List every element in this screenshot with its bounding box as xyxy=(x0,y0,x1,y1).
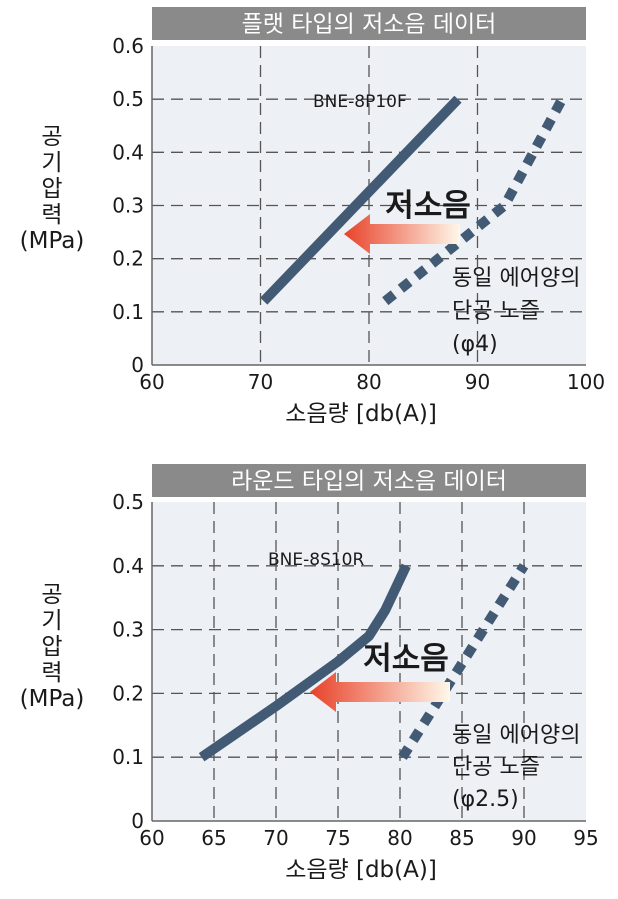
low-noise-arrow xyxy=(344,214,460,254)
y-tick-label: 0 xyxy=(131,353,144,377)
reference-nozzle-line xyxy=(398,563,529,760)
x-tick-label: 60 xyxy=(139,370,164,394)
y-tick-label: 0.6 xyxy=(112,34,144,58)
y-tick-label: 0.3 xyxy=(112,194,144,218)
x-tick-label: 85 xyxy=(449,826,474,850)
y-tick-label: 0.2 xyxy=(112,247,144,271)
x-tick-label: 90 xyxy=(465,370,490,394)
reference-nozzle-note: (φ2.5) xyxy=(452,787,519,812)
plot-area xyxy=(152,502,586,821)
product-series-line xyxy=(260,95,462,305)
title-banner xyxy=(152,464,586,497)
title-banner xyxy=(152,7,586,40)
y-axis-label: (MPa) xyxy=(20,228,85,254)
chart-2: 라운드 타입의 저소음 데이터 60 65 70 75 80 85 90 95 0 0.1 0.2 0.… xyxy=(20,464,599,883)
y-axis-label: 기 xyxy=(41,608,62,634)
x-tick-label: 70 xyxy=(248,370,273,394)
reference-nozzle-note: 동일 에어양의 xyxy=(452,723,580,748)
low-noise-arrow xyxy=(310,672,450,712)
x-tick-label: 75 xyxy=(325,826,350,850)
chart-title: 라운드 타입의 저소음 데이터 xyxy=(231,469,507,495)
x-tick-label: 80 xyxy=(387,826,412,850)
x-tick-label: 100 xyxy=(567,370,605,394)
product-series-line xyxy=(198,563,411,762)
x-tick-label: 65 xyxy=(201,826,226,850)
y-axis-label: (MPa) xyxy=(20,686,85,712)
series-label: BNE-8S10R xyxy=(268,550,364,570)
x-tick-label: 70 xyxy=(263,826,288,850)
chart-1: 플랫 타입의 저소음 데이터 60 70 80 90 100 0 0.1 0.2 0.3 0.4 0.… xyxy=(20,7,605,427)
reference-nozzle-note: 단공 노즐 xyxy=(452,755,540,780)
x-axis-label: 소음량 [db(A)] xyxy=(285,401,437,427)
y-axis-label: 공 xyxy=(41,124,62,150)
y-axis-label: 기 xyxy=(41,150,62,176)
y-axis-label: 압 xyxy=(41,634,62,660)
reference-nozzle-note: (φ4) xyxy=(452,332,498,357)
y-axis-label: 력 xyxy=(41,660,62,686)
y-tick-label: 0.5 xyxy=(112,490,144,514)
y-tick-label: 0 xyxy=(131,809,144,833)
y-tick-label: 0.5 xyxy=(112,87,144,111)
y-tick-label: 0.4 xyxy=(112,140,144,164)
low-noise-callout: 저소음 xyxy=(385,188,471,224)
x-tick-label: 80 xyxy=(356,370,381,394)
x-axis-label: 소음량 [db(A)] xyxy=(285,857,437,883)
reference-nozzle-line xyxy=(382,96,567,306)
series-label: BNE-8P10F xyxy=(313,92,407,112)
x-tick-label: 60 xyxy=(139,826,164,850)
y-axis-label: 압 xyxy=(41,176,62,202)
y-tick-label: 0.1 xyxy=(112,300,144,324)
chart-title: 플랫 타입의 저소음 데이터 xyxy=(242,12,497,38)
x-tick-label: 90 xyxy=(511,826,536,850)
reference-nozzle-note: 동일 에어양의 xyxy=(452,266,580,291)
y-axis-label: 력 xyxy=(41,202,62,228)
reference-nozzle-note: 단공 노즐 xyxy=(452,299,540,324)
low-noise-callout: 저소음 xyxy=(363,641,449,677)
y-axis-label: 공 xyxy=(41,582,62,608)
x-tick-label: 95 xyxy=(573,826,598,850)
y-tick-label: 0.4 xyxy=(112,554,144,578)
y-tick-label: 0.3 xyxy=(112,618,144,642)
y-tick-label: 0.1 xyxy=(112,745,144,769)
y-tick-label: 0.2 xyxy=(112,681,144,705)
